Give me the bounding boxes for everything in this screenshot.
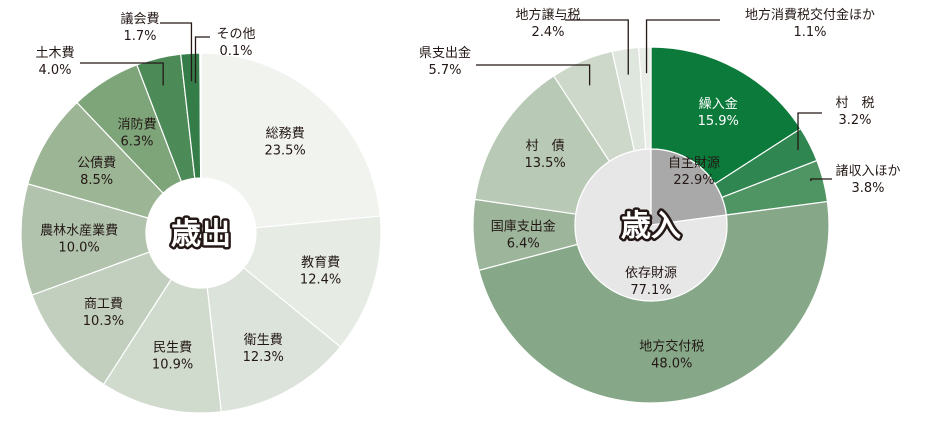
revenue-label-local-allocation: 地方交付税 48.0%	[639, 339, 704, 372]
revenue-inner-label-dependent-name: 依存財源	[625, 266, 677, 281]
revenue-label-national-subsidy-name: 国庫支出金	[491, 218, 556, 234]
expenditure-label-commerce-name: 商工費	[84, 297, 123, 312]
revenue-label-transfer-tax: 地方譲与税 2.4%	[515, 7, 580, 40]
expenditure-label-fire: 消防費 6.3%	[118, 116, 157, 149]
revenue-label-local-allocation-name: 地方交付税	[639, 339, 704, 355]
expenditure-label-assembly: 議会費 1.7%	[120, 12, 159, 44]
revenue-inner-slice-own-revenue	[650, 148, 728, 226]
expenditure-leader-assembly	[160, 22, 193, 82]
slice-labels: 総務費 23.5% 教育費 12.4% 衛生費 12.3% 民生費 10.9% 商工費 10.3%…	[35, 7, 900, 373]
revenue-label-misc-name: 諸収入ほか	[835, 163, 900, 179]
revenue-label-misc-percent: 3.8%	[851, 181, 884, 196]
expenditure-label-health: 衛生費 12.3%	[243, 333, 284, 365]
revenue-leader-misc	[810, 178, 832, 181]
expenditure-label-fire-name: 消防費	[118, 116, 157, 132]
expenditure-label-health-name: 衛生費	[244, 333, 283, 348]
expenditure-label-education: 教育費 12.4%	[300, 254, 341, 287]
revenue-center-title: 歳入	[621, 209, 681, 244]
expenditure-label-general-affairs: 総務費 23.5%	[264, 127, 305, 159]
revenue-leader-transfer-tax	[565, 19, 629, 75]
revenue-label-national-subsidy: 国庫支出金 6.4%	[491, 218, 556, 251]
expenditure-label-debt-name: 公債費	[77, 156, 116, 171]
leader-lines	[80, 19, 832, 181]
expenditure-label-assembly-percent: 1.7%	[123, 29, 156, 44]
revenue-label-village-tax: 村 税 3.2%	[835, 96, 874, 128]
expenditure-label-education-name: 教育費	[301, 254, 340, 270]
revenue-label-consumption-tax-percent: 1.1%	[793, 25, 826, 40]
revenue-inner-label-dependent-percent: 77.1%	[630, 283, 671, 298]
revenue-label-consumption-tax-name: 地方消費税交付金ほか	[745, 7, 875, 23]
revenue-label-prefectural: 県支出金 5.7%	[419, 45, 471, 78]
expenditure-leader-civil-eng	[80, 62, 164, 86]
revenue-inner-label-own-percent: 22.9%	[673, 173, 714, 188]
expenditure-label-assembly-name: 議会費	[120, 12, 159, 27]
expenditure-label-agriculture-percent: 10.0%	[58, 241, 99, 256]
revenue-leader-prefectural	[476, 64, 591, 86]
revenue-label-village-tax-percent: 3.2%	[838, 113, 871, 128]
revenue-label-consumption-tax: 地方消費税交付金ほか 1.1%	[745, 7, 875, 40]
revenue-label-national-subsidy-percent: 6.4%	[507, 236, 540, 251]
expenditure-leader-other	[194, 36, 210, 84]
revenue-label-transfer-tax-name: 地方譲与税	[515, 7, 580, 23]
revenue-label-village-tax-name: 村 税	[835, 96, 874, 111]
revenue-label-transfer: 繰入金 15.9%	[698, 96, 739, 129]
expenditure-label-welfare-name: 民生費	[153, 341, 192, 356]
revenue-label-village-bond-name: 村 債	[526, 139, 565, 154]
expenditure-label-debt: 公債費 8.5%	[77, 156, 116, 188]
expenditure-label-agriculture: 農林水産業費 10.0%	[40, 223, 118, 256]
expenditure-label-debt-percent: 8.5%	[80, 173, 113, 188]
revenue-inner-label-own-name: 自主財源	[668, 156, 720, 171]
revenue-pie	[472, 46, 830, 404]
expenditure-label-welfare: 民生費 10.9%	[152, 341, 193, 373]
revenue-label-transfer-percent: 15.9%	[698, 114, 739, 129]
revenue-label-local-allocation-percent: 48.0%	[651, 357, 692, 372]
revenue-label-prefectural-percent: 5.7%	[428, 63, 461, 78]
expenditure-slice-other	[199, 52, 202, 179]
expenditure-label-civil-eng-percent: 4.0%	[38, 63, 71, 78]
revenue-inner-label-dependent: 依存財源 77.1%	[625, 266, 677, 298]
revenue-inner-label-own: 自主財源 22.9%	[668, 156, 720, 188]
revenue-label-prefectural-name: 県支出金	[419, 45, 471, 61]
revenue-label-village-bond: 村 債 13.5%	[524, 139, 565, 171]
expenditure-label-commerce: 商工費 10.3%	[83, 297, 124, 329]
expenditure-label-other-name: その他	[216, 27, 255, 42]
expenditure-label-welfare-percent: 10.9%	[152, 358, 193, 373]
expenditure-label-civil-eng-name: 土木費	[35, 46, 74, 61]
revenue-inner-ring	[574, 148, 728, 302]
expenditure-label-commerce-percent: 10.3%	[83, 314, 124, 329]
revenue-leader-village-tax	[797, 112, 822, 151]
expenditure-label-agriculture-name: 農林水産業費	[40, 223, 118, 239]
expenditure-label-fire-percent: 6.3%	[121, 134, 154, 149]
expenditure-label-other-percent: 0.1%	[219, 44, 252, 59]
revenue-label-transfer-tax-percent: 2.4%	[531, 25, 564, 40]
expenditure-label-other: その他 0.1%	[216, 27, 255, 59]
expenditure-center-title: 歳出	[171, 217, 231, 252]
expenditure-label-general-affairs-name: 総務費	[266, 127, 305, 142]
expenditure-label-general-affairs-percent: 23.5%	[264, 144, 305, 159]
revenue-leader-consumption-tax	[645, 19, 720, 74]
expenditure-label-civil-eng: 土木費 4.0%	[35, 46, 74, 78]
expenditure-pie	[20, 52, 382, 414]
revenue-inner-slice-dependent-revenue	[574, 148, 728, 302]
revenue-label-misc: 諸収入ほか 3.8%	[835, 163, 900, 196]
revenue-label-village-bond-percent: 13.5%	[524, 156, 565, 171]
expenditure-label-health-percent: 12.3%	[243, 350, 284, 365]
revenue-label-transfer-name: 繰入金	[699, 96, 738, 112]
expenditure-hole	[146, 178, 256, 288]
expenditure-label-education-percent: 12.4%	[300, 272, 341, 287]
